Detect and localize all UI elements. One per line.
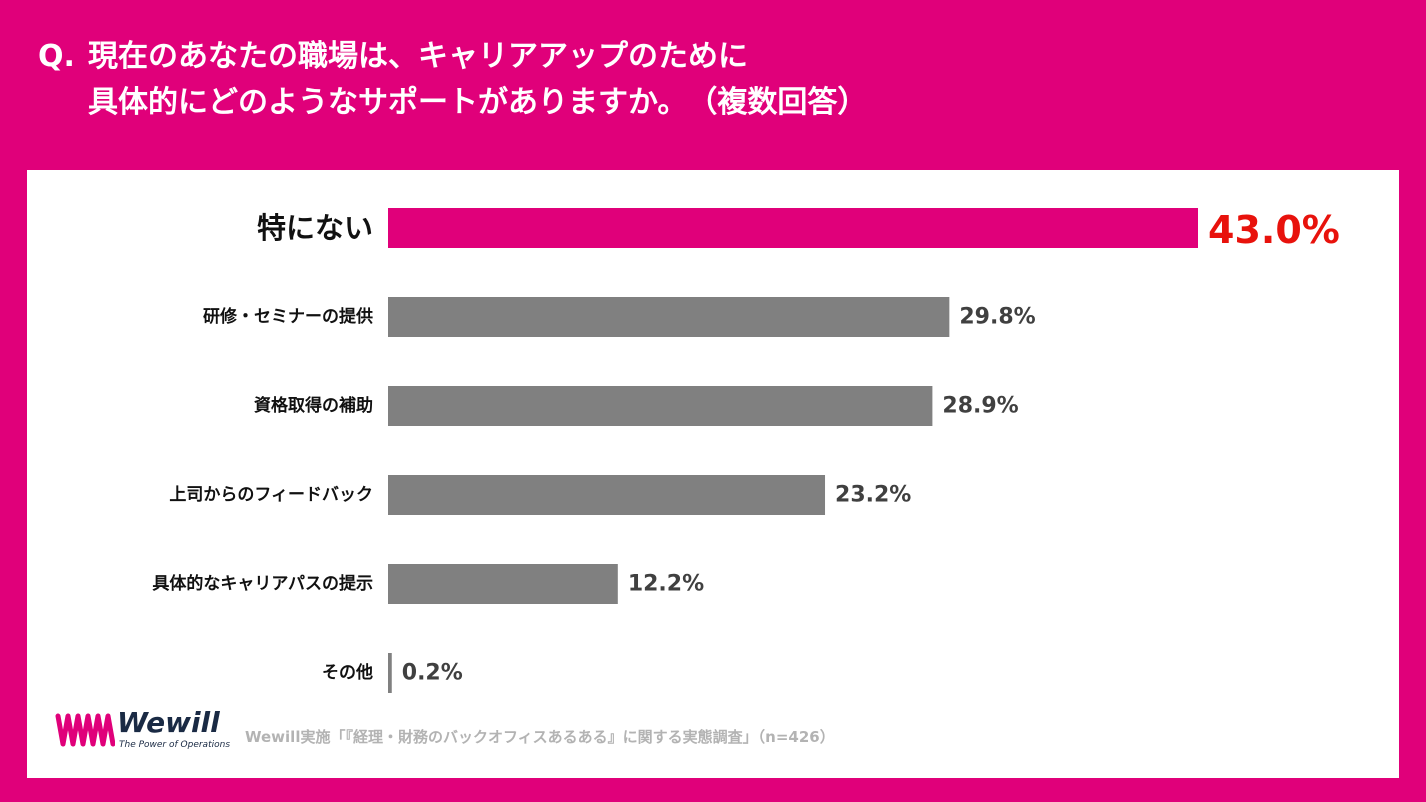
category-label-3: 上司からのフィードバック [169, 485, 373, 505]
bar-3 [388, 475, 826, 515]
bar-2 [388, 386, 933, 426]
category-label-4: 具体的なキャリアパスの提示 [151, 573, 373, 594]
value-label-5: 0.2% [402, 661, 463, 686]
value-label-0: 43.0% [1208, 208, 1340, 252]
category-label-1: 研修・セミナーの提供 [203, 306, 373, 327]
category-label-5: その他 [322, 662, 373, 683]
value-label-1: 29.8% [959, 305, 1035, 330]
value-label-2: 28.9% [942, 394, 1018, 419]
category-label-2: 資格取得の補助 [254, 395, 373, 416]
bar-4 [388, 564, 618, 604]
question-line-1: 現在のあなたの職場は、キャリアアップのために [88, 39, 748, 74]
bar-0 [388, 208, 1198, 248]
question-title: Q. 現在のあなたの職場は、キャリアアップのために 具体的にどのようなサポートがあ… [38, 34, 867, 126]
logo-wordmark: Wewill [117, 706, 220, 739]
value-label-3: 23.2% [835, 483, 911, 508]
question-line-2: 具体的にどのようなサポートがありますか。 （複数回答） [88, 85, 868, 120]
bar-1 [388, 297, 950, 337]
bar-5 [388, 653, 392, 693]
wewill-wave-icon [55, 713, 116, 747]
wewill-logo: Wewill The Power of Operations [55, 706, 231, 754]
logo-tagline: The Power of Operations [119, 740, 231, 750]
category-label-0: 特にない [257, 211, 373, 245]
question-prefix: Q. [38, 39, 75, 74]
source-note: Wewill実施「『経理・財務のバックオフィスあるある』に関する実態調査」（n=… [245, 728, 835, 746]
bar-chart: 特にない 43.0% 研修・セミナーの提供 29.8% 資格取得の補助 28.9% 上司から… [151, 208, 1340, 693]
chart-panel: 特にない 43.0% 研修・セミナーの提供 29.8% 資格取得の補助 28.9% 上司から… [27, 170, 1399, 778]
value-label-4: 12.2% [628, 572, 704, 597]
